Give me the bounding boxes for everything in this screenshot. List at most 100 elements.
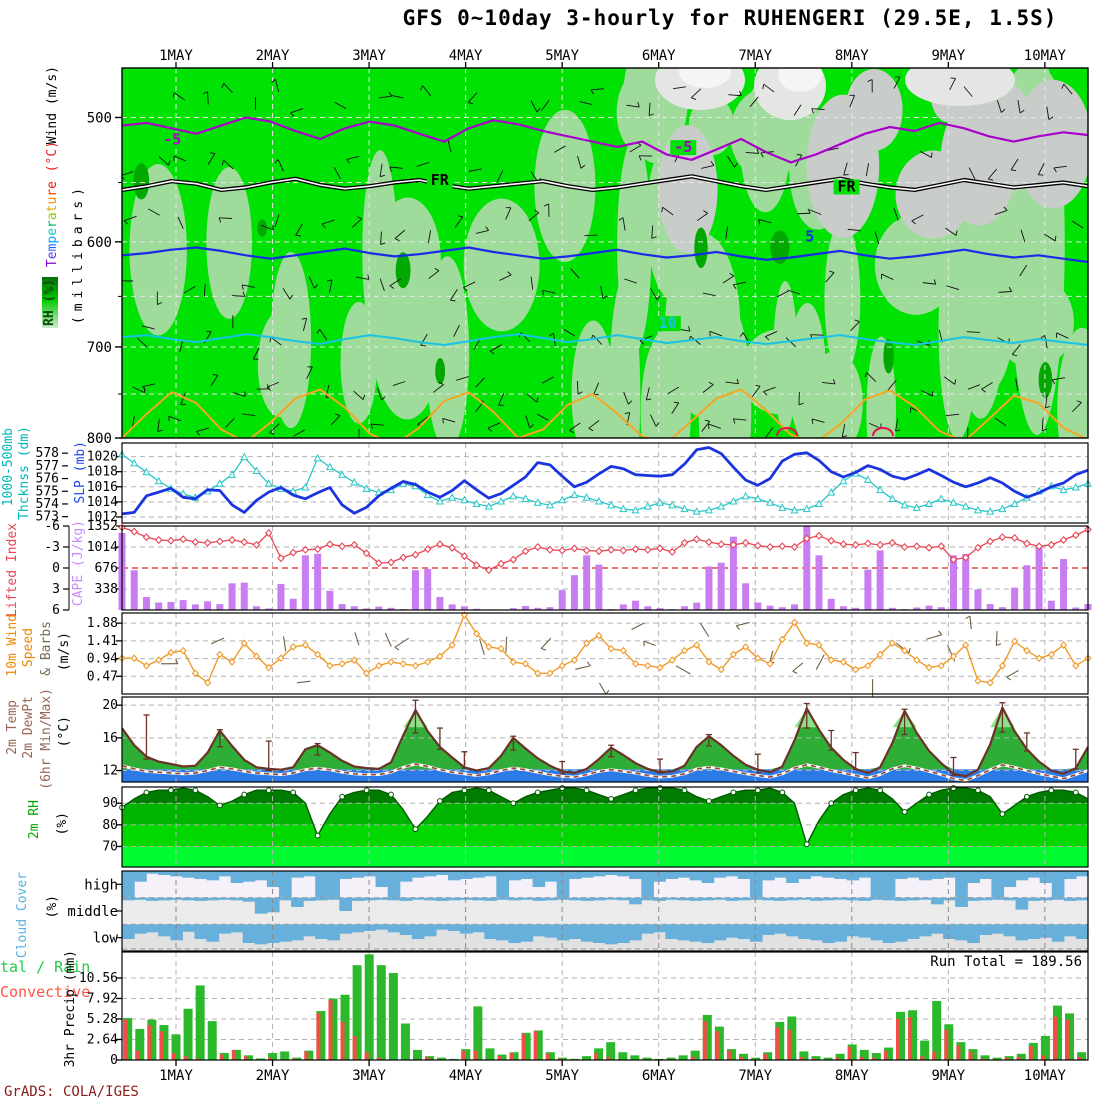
wind-speed-marker [216,650,224,659]
cloud-bar-high [822,871,836,878]
wind-speed-marker [142,661,151,670]
wind-barb [489,350,495,355]
cloud-bar-middle [580,897,594,901]
wind-barb [266,381,280,388]
cloud-bar-middle [846,897,860,901]
wind-barb [650,288,658,300]
lifted-index-marker [876,540,884,549]
wind-speed-marker [570,656,578,664]
cloud-bar-high [737,871,751,879]
wind-barb [325,384,330,398]
wind-barb [505,207,512,220]
wind-barb [1011,344,1021,355]
cloud-bar-high [170,871,183,877]
rh-marker [485,787,492,794]
cloud-bar-low [858,924,872,938]
cloud-bar-high [134,871,147,882]
wind-barb [434,267,440,272]
wind-barb [968,439,973,441]
precip-convective-bar [461,1050,466,1060]
tick-label: 2.64 [87,1032,118,1047]
precip-convective-bar [714,1031,719,1060]
cloud-bar-high [870,871,884,898]
rh-blob-pale [788,302,826,438]
precip-total-bar [883,1047,893,1060]
wind-barb [507,271,512,276]
wind-barb [739,90,742,96]
wind-barb [183,285,196,294]
wind-barb [420,333,428,346]
wind-barb [1003,206,1008,211]
tick-label: 6 [52,603,60,618]
precip-total-bar [533,1030,543,1060]
panel-border [121,67,1089,439]
precip-convective-bar [316,1013,321,1060]
tick-label: 3 [52,582,60,597]
date-label-bottom: 8MAY [835,1068,869,1084]
lifted-index-marker [827,536,835,545]
cloud-bar-low [967,924,980,943]
rh-blob-light [905,68,1015,106]
lifted-index-marker [546,545,554,554]
rh-marker [290,789,297,796]
temp-area-light [122,707,1088,728]
panel-border [121,786,1089,868]
thickness-marker [863,475,872,483]
cape-bar [216,604,224,610]
cloud-bar-high [1003,871,1017,887]
rh-marker [1072,789,1079,796]
cloud-bar-middle [134,897,147,900]
wind-barb [1012,354,1018,357]
cloud-bar-high [605,871,618,875]
cloud-bar-middle [351,897,365,901]
cloud-bar-high [677,871,691,878]
wind-barb [541,376,554,384]
lifted-index-marker [1072,531,1080,540]
contour-label: FR [431,171,450,189]
wind-speed-marker [619,646,627,655]
tick-label: 1016 [87,480,118,495]
cloud-bar-high [701,871,715,883]
wind-barb [843,162,848,176]
precip-total-bar [557,1057,567,1060]
wind-speed-marker [1059,641,1068,649]
wind-barb [419,85,424,91]
lifted-index-marker [864,539,872,548]
cloud-bar-low [411,924,425,939]
cloud-bar-middle [544,897,558,901]
wind-barb [453,324,460,337]
cloud-bar-middle [629,897,642,905]
rh-marker [926,791,932,798]
cloud-bar-high [122,871,135,898]
precip-total-bar [1052,1005,1062,1060]
cape-bar [705,566,713,610]
wind-speed-marker [387,658,395,666]
precip-total-bar [799,1051,809,1060]
cloud-row-label: high [84,877,118,893]
sfc-wind-barb [792,670,798,674]
rh-marker [803,841,810,848]
cloud-bar-middle [894,897,908,901]
cape-bar [473,608,481,610]
wind-barb [277,159,284,172]
lifted-index-marker [974,543,982,552]
cloud-bar-middle [303,897,316,901]
wind-speed-marker [937,661,945,670]
precip-total-bar [811,1056,821,1060]
wind-barb [168,160,171,166]
cloud-bar-high [1051,871,1065,898]
wind-barb [335,413,341,417]
cloud-bar-high [158,871,171,875]
cloud-bar-low [544,924,558,938]
cloud-bar-high [182,871,196,878]
wind-speed-marker [852,665,860,674]
tick-label: 1.88 [87,616,118,631]
wind-speed-marker [265,663,273,672]
precip-total-bar [690,1050,700,1060]
wind-barb [389,166,392,172]
wind-barb [225,417,235,428]
wind-barb [981,382,993,390]
lifted-index-marker [558,546,566,555]
wind-speed-marker [314,650,322,659]
wind-speed-marker [864,661,872,670]
